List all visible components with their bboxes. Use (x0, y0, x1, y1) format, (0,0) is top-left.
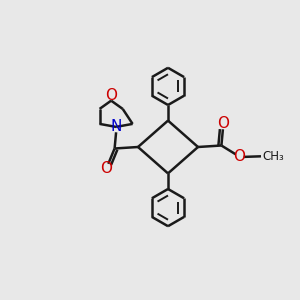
Text: CH₃: CH₃ (263, 150, 285, 163)
Text: O: O (100, 161, 112, 176)
Text: O: O (105, 88, 117, 103)
Text: O: O (233, 149, 245, 164)
Text: N: N (110, 119, 122, 134)
Text: O: O (217, 116, 229, 131)
